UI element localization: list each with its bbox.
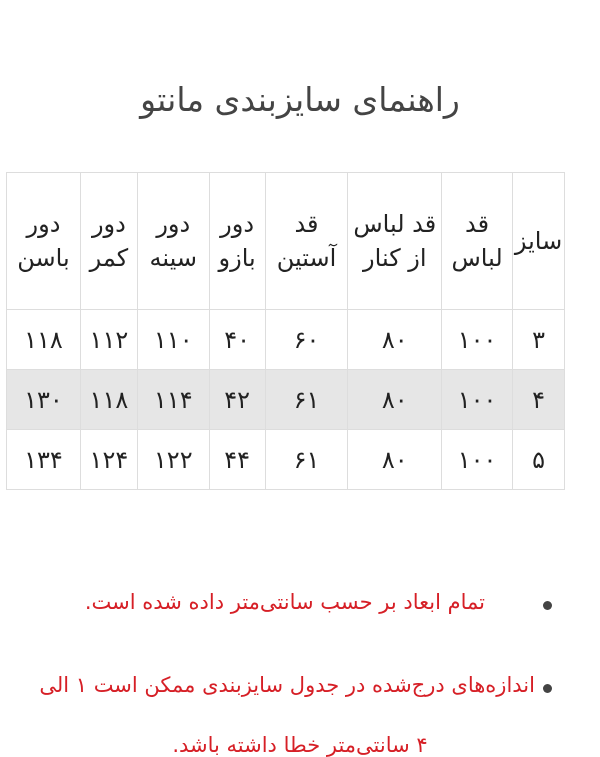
table-row: ۵ ۱۰۰ ۸۰ ۶۱ ۴۴ ۱۲۲ ۱۲۴ ۱۳۴ (6, 429, 565, 490)
cell: ۴ (512, 369, 565, 430)
cell: ۱۲۴ (79, 429, 138, 490)
cell: ۸۰ (347, 429, 443, 490)
cell: ۱۱۸ (79, 369, 138, 430)
header-cell: دور سینه (136, 172, 210, 310)
table-row: ۴ ۱۰۰ ۸۰ ۶۱ ۴۲ ۱۱۴ ۱۱۸ ۱۳۰ (6, 369, 565, 430)
note-item: تمام ابعاد بر حسب سانتی‌متر داده شده است… (84, 590, 485, 614)
cell: ۳ (512, 309, 565, 370)
header-cell: قد آستین (264, 172, 349, 310)
page-title: راهنمای سایزبندی مانتو (140, 80, 460, 119)
cell: ۴۰ (208, 309, 266, 370)
header-cell: دور بازو (208, 172, 266, 310)
cell: ۱۱۰ (136, 309, 210, 370)
bullet-icon (543, 684, 552, 693)
header-cell: دور باسن (6, 172, 81, 310)
cell: ۴۲ (208, 369, 266, 430)
header-cell: قد لباس از کنار (347, 172, 443, 310)
cell: ۵ (512, 429, 565, 490)
cell: ۱۲۲ (136, 429, 210, 490)
cell: ۶۱ (264, 369, 349, 430)
cell: ۶۱ (264, 429, 349, 490)
size-table: سایز قد لباس قد لباس از کنار قد آستین دو… (6, 172, 565, 490)
cell: ۱۱۴ (136, 369, 210, 430)
cell: ۱۱۲ (79, 309, 138, 370)
header-cell: سایز (512, 172, 565, 310)
table-row: ۳ ۱۰۰ ۸۰ ۶۰ ۴۰ ۱۱۰ ۱۱۲ ۱۱۸ (6, 309, 565, 370)
cell: ۱۰۰ (441, 369, 514, 430)
note-item: ۴ سانتی‌متر خطا داشته باشد. (172, 733, 428, 757)
cell: ۱۰۰ (441, 429, 514, 490)
table-header-row: سایز قد لباس قد لباس از کنار قد آستین دو… (6, 172, 565, 310)
cell: ۱۳۴ (6, 429, 81, 490)
cell: ۱۱۸ (6, 309, 81, 370)
note-item: اندازه‌های درج‌شده در جدول سایزبندی ممکن… (39, 673, 535, 697)
header-cell: قد لباس (441, 172, 514, 310)
cell: ۶۰ (264, 309, 349, 370)
cell: ۸۰ (347, 369, 443, 430)
bullet-icon (543, 601, 552, 610)
cell: ۴۴ (208, 429, 266, 490)
cell: ۸۰ (347, 309, 443, 370)
header-cell: دور کمر (79, 172, 138, 310)
cell: ۱۳۰ (6, 369, 81, 430)
cell: ۱۰۰ (441, 309, 514, 370)
